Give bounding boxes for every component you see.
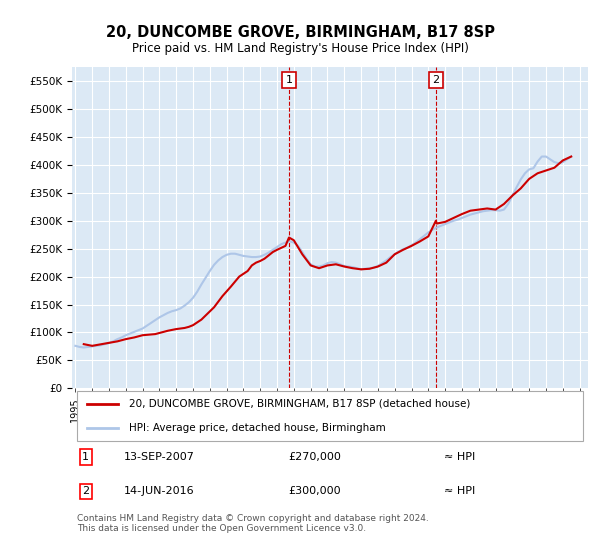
Text: Contains HM Land Registry data © Crown copyright and database right 2024.
This d: Contains HM Land Registry data © Crown c… — [77, 514, 429, 533]
Text: £270,000: £270,000 — [289, 452, 341, 462]
Text: ≈ HPI: ≈ HPI — [443, 487, 475, 497]
Text: HPI: Average price, detached house, Birmingham: HPI: Average price, detached house, Birm… — [129, 423, 386, 433]
Text: 2: 2 — [433, 75, 439, 85]
Text: 2: 2 — [82, 487, 89, 497]
Text: 1: 1 — [286, 75, 292, 85]
Text: 1: 1 — [82, 452, 89, 462]
Text: 14-JUN-2016: 14-JUN-2016 — [124, 487, 194, 497]
FancyBboxPatch shape — [77, 391, 583, 441]
Text: £300,000: £300,000 — [289, 487, 341, 497]
Text: ≈ HPI: ≈ HPI — [443, 452, 475, 462]
Text: Price paid vs. HM Land Registry's House Price Index (HPI): Price paid vs. HM Land Registry's House … — [131, 42, 469, 55]
Text: 20, DUNCOMBE GROVE, BIRMINGHAM, B17 8SP: 20, DUNCOMBE GROVE, BIRMINGHAM, B17 8SP — [106, 25, 494, 40]
Text: 13-SEP-2007: 13-SEP-2007 — [124, 452, 194, 462]
Text: 20, DUNCOMBE GROVE, BIRMINGHAM, B17 8SP (detached house): 20, DUNCOMBE GROVE, BIRMINGHAM, B17 8SP … — [129, 399, 470, 409]
